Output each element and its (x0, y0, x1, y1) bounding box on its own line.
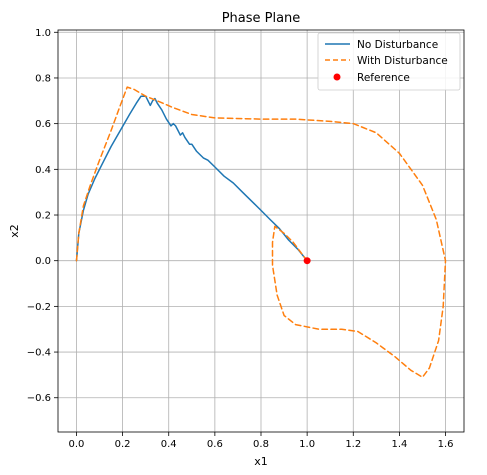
legend-label-reference: Reference (357, 72, 410, 84)
series-line-with-disturbance (75, 86, 447, 378)
chart-title: Phase Plane (222, 11, 301, 26)
legend-label-no-disturbance: No Disturbance (357, 39, 438, 51)
y-tick-label: 0.6 (35, 119, 51, 130)
y-tick-label: 1.0 (35, 28, 51, 39)
x-tick-label: 0.6 (207, 439, 223, 450)
legend-swatch-reference (333, 73, 341, 81)
x-tick-label: 1.2 (345, 439, 361, 450)
y-tick-label: 0.2 (35, 211, 51, 222)
y-tick-label: 0.4 (35, 165, 51, 176)
series-layer (75, 86, 447, 378)
legend-label-with-disturbance: With Disturbance (357, 55, 448, 67)
legend-box (317, 32, 461, 91)
y-tick-label: −0.6 (27, 393, 51, 404)
y-tick-label: 0.0 (35, 256, 51, 267)
legend: No Disturbance With Disturbance Referenc… (317, 32, 461, 91)
marker-layer (303, 257, 311, 265)
grid (58, 30, 464, 432)
y-axis-label: x2 (8, 224, 21, 238)
y-tick-label: −0.2 (27, 302, 51, 313)
x-tick-label: 0.4 (161, 439, 177, 450)
x-axis-ticks: 0.0 0.2 0.4 0.6 0.8 1.0 1.2 1.4 1.6 (69, 432, 454, 450)
x-tick-label: 1.4 (391, 439, 407, 450)
x-tick-label: 1.6 (438, 439, 454, 450)
y-tick-label: −0.4 (27, 348, 51, 359)
marker-reference (303, 257, 311, 265)
x-tick-label: 0.0 (69, 439, 85, 450)
series-line-no-disturbance (75, 95, 308, 262)
x-tick-label: 1.0 (299, 439, 315, 450)
y-axis-ticks: −0.6 −0.4 −0.2 0.0 0.2 0.4 0.6 0.8 1.0 (27, 28, 58, 404)
x-tick-label: 0.8 (253, 439, 269, 450)
x-axis-label: x1 (254, 455, 268, 468)
x-tick-label: 0.2 (115, 439, 131, 450)
y-tick-label: 0.8 (35, 73, 51, 84)
